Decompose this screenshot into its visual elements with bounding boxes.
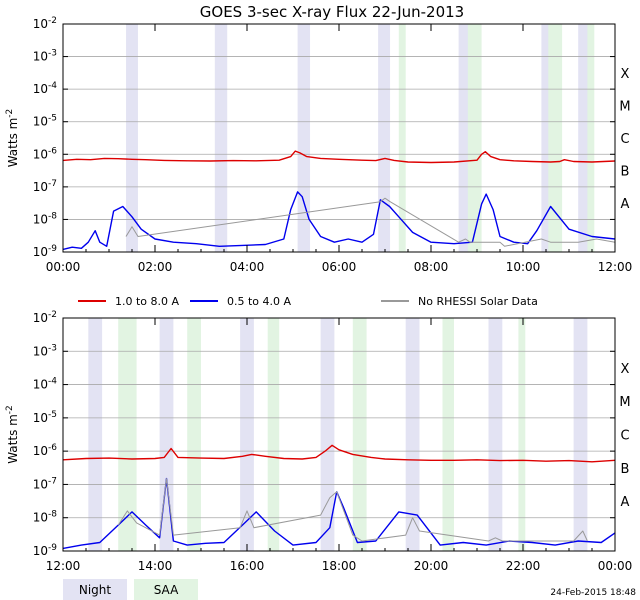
band-legend-label: Night	[79, 583, 112, 597]
saa-band	[518, 318, 526, 551]
x-tick-label: 04:00	[230, 260, 265, 274]
saa-band	[548, 24, 563, 252]
flare-class-C: C	[620, 429, 629, 444]
y-tick-label: 10-3	[33, 49, 57, 64]
night-band	[405, 318, 420, 551]
plot-frame	[62, 23, 616, 253]
x-tick-label: 14:00	[138, 559, 173, 573]
y-tick-label: 10-8	[33, 211, 58, 226]
flare-class-X: X	[621, 67, 630, 82]
x-tick-label: 06:00	[322, 260, 357, 274]
x-tick-label: 00:00	[598, 559, 633, 573]
night-band	[126, 24, 138, 252]
band-legend: Night SAA	[63, 579, 198, 600]
band-legend-swatch	[134, 579, 198, 600]
y-tick-label: 10-7	[33, 179, 57, 194]
night-band	[578, 24, 590, 252]
series-line-short	[62, 477, 616, 550]
night-band	[378, 24, 391, 252]
flare-class-A: A	[621, 495, 630, 510]
flare-class-A: A	[621, 197, 630, 212]
night-band	[573, 318, 588, 551]
y-tick-label: 10-2	[33, 16, 57, 31]
series-line-long	[62, 444, 616, 463]
legend: 1.0 to 8.0 A 0.5 to 4.0 A No RHESSI Solar …	[78, 295, 538, 308]
y-tick-label: 10-6	[33, 443, 58, 458]
saa-band	[442, 318, 454, 551]
saa-band	[352, 318, 367, 551]
saa-band	[587, 24, 595, 252]
footer-date: 24-Feb-2015 18:48	[550, 588, 636, 598]
x-tick-label: 02:00	[138, 260, 173, 274]
x-tick-label: 10:00	[506, 260, 541, 274]
band-legend-label: SAA	[154, 583, 179, 597]
legend-label: No RHESSI Solar Data	[418, 295, 538, 308]
y-tick-label: 10-3	[33, 343, 57, 358]
x-tick-label: 18:00	[322, 559, 357, 573]
bottom-panel: 12:00 14:00 16:00 18:00 20:00 22:00 00:00 10-9 1…	[5, 310, 632, 573]
x-tick-label: 12:00	[46, 559, 81, 573]
flare-class-B: B	[621, 165, 630, 180]
y-tick-label: 10-4	[33, 81, 58, 96]
x-tick-label: 22:00	[506, 559, 541, 573]
series-line-norhessi	[117, 478, 588, 542]
flare-class-M: M	[619, 395, 630, 410]
legend-label: 0.5 to 4.0 A	[227, 295, 292, 308]
flare-class-C: C	[620, 132, 629, 147]
series-line-short	[62, 191, 616, 251]
plot-frame	[62, 317, 616, 552]
x-tick-label: 16:00	[230, 559, 265, 573]
flare-class-M: M	[619, 99, 630, 114]
night-band	[159, 318, 174, 551]
band-legend-swatch	[63, 579, 127, 600]
y-tick-label: 10-7	[33, 476, 57, 491]
night-band	[541, 24, 553, 252]
x-tick-label: 20:00	[414, 559, 449, 573]
night-band	[320, 318, 335, 551]
flare-class-X: X	[621, 362, 630, 377]
x-tick-label: 00:00	[46, 260, 81, 274]
night-band	[488, 318, 503, 551]
legend-label: 1.0 to 8.0 A	[115, 295, 180, 308]
saa-band	[267, 318, 280, 551]
y-axis-label: Watts m-2	[5, 109, 20, 168]
saa-band	[187, 318, 201, 551]
series-line-long	[62, 150, 616, 164]
night-band	[214, 24, 228, 252]
night-band	[240, 318, 254, 551]
y-tick-label: 10-9	[33, 244, 58, 259]
saa-band	[118, 318, 137, 551]
y-tick-label: 10-4	[33, 377, 58, 392]
saa-band	[398, 24, 406, 252]
x-tick-label: 08:00	[414, 260, 449, 274]
y-tick-label: 10-2	[33, 310, 57, 325]
night-band	[458, 24, 471, 252]
x-tick-label: 12:00	[598, 260, 633, 274]
y-tick-label: 10-9	[33, 543, 58, 558]
saa-band	[467, 24, 482, 252]
y-tick-label: 10-5	[33, 410, 57, 425]
y-tick-label: 10-5	[33, 114, 57, 129]
series-line-norhessi	[125, 197, 616, 247]
y-axis-label: Watts m-2	[5, 405, 20, 464]
flare-class-B: B	[621, 462, 630, 477]
night-band	[88, 318, 103, 551]
chart-title: GOES 3-sec X-ray Flux 22-Jun-2013	[200, 3, 464, 21]
y-tick-label: 10-8	[33, 510, 58, 525]
top-panel: 00:00 02:00 04:00 06:00 08:00 10:00 12:00 10-9 1…	[5, 16, 632, 274]
y-tick-label: 10-6	[33, 146, 58, 161]
